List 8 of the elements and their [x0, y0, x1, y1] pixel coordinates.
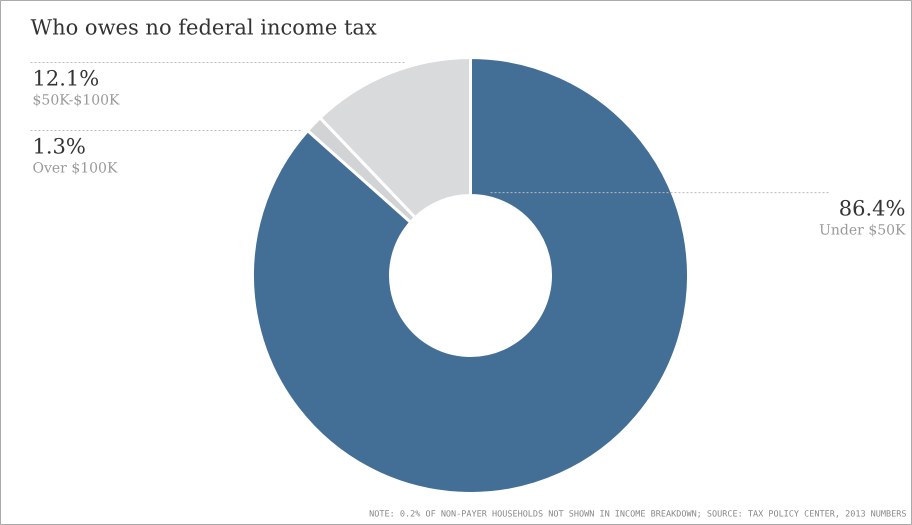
slice-label: Under $50K — [819, 222, 906, 239]
data-label: 1.3% — [32, 134, 86, 158]
slice-label: $50K-$100K — [32, 92, 120, 108]
text: NOTE: 0.2% OF NON-PAYER HOUSEHOLDS NOT SHOWN IN INCOME BREAKDOWN; SOURCE: TAX POLICY CENTER, 2013 NUMBERS — [369, 510, 907, 520]
chart-title: Who owes no federal income tax — [30, 16, 377, 40]
slice-label: Over $100K — [32, 160, 118, 176]
data-label: 86.4% — [838, 196, 906, 221]
data-label: 12.1% — [32, 66, 100, 90]
